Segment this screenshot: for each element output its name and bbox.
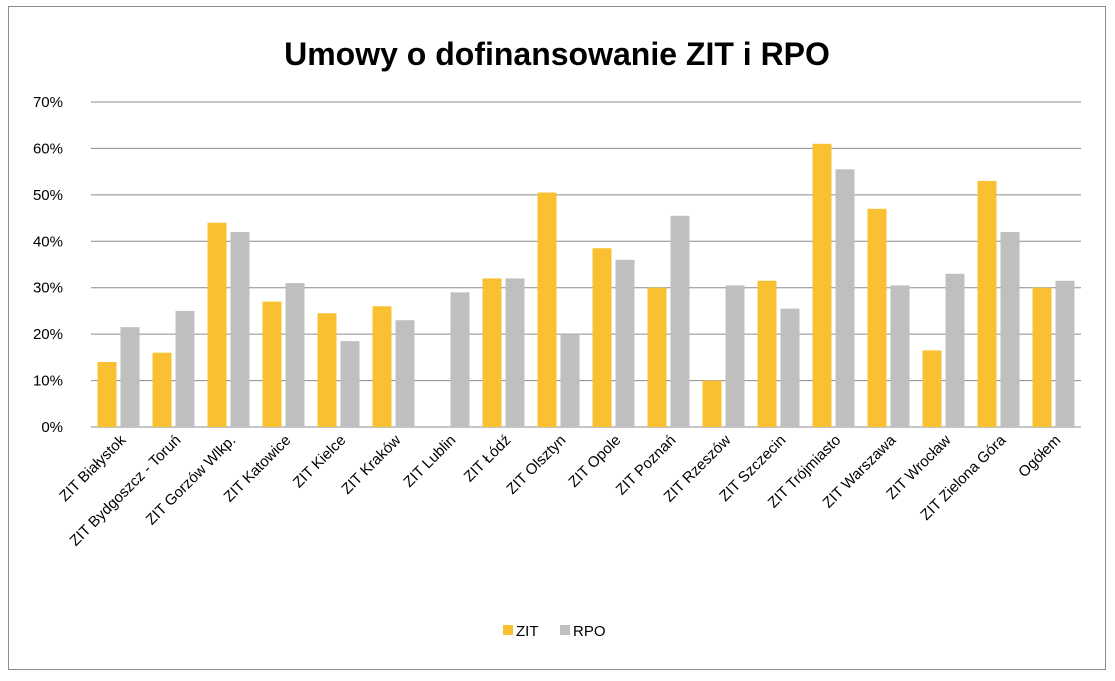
bar-zit [537,192,557,427]
legend-swatch-zit [503,625,513,635]
x-tick-label: ZIT Olsztyn [503,432,569,498]
y-tick-label: 40% [33,233,63,250]
bar-zit [922,350,942,427]
bar-zit [97,362,117,427]
bar-rpo [1055,280,1075,427]
bar-rpo [1000,232,1020,427]
bar-rpo [450,292,470,427]
bar-rpo [120,327,140,427]
y-axis-ticks: 0% 10% 20% 30% 40% 50% 60% 70% [33,94,63,436]
y-tick-label: 70% [33,94,63,111]
bar-rpo [340,341,360,427]
y-tick-label: 20% [33,326,63,343]
y-tick-label: 50% [33,187,63,204]
bar-rpo [890,285,910,427]
x-tick-label: ZIT Opole [565,432,624,491]
bar-rpo [285,283,305,427]
y-tick-label: 60% [33,140,63,157]
bar-rpo [945,273,965,427]
gridlines [91,101,1081,428]
bar-zit [317,313,337,427]
chart-frame: Umowy o dofinansowanie ZIT i RPO 0% 10% 20… [8,6,1106,670]
x-tick-label: ZIT Bydgoszcz - Toruń [67,432,185,550]
bar-zit [372,306,392,427]
bar-zit [592,248,612,427]
bar-zit [207,222,227,427]
x-tick-label: Ogółem [1015,432,1064,481]
bar-rpo [395,320,415,427]
bar-rpo [670,215,690,427]
legend-label-rpo: RPO [573,623,606,640]
bar-zit [757,280,777,427]
bar-zit [647,287,667,427]
bar-rpo [725,285,745,427]
legend: ZIT RPO [503,623,606,640]
bar-zit [702,380,722,427]
x-tick-label: ZIT Kraków [338,432,404,498]
bar-chart: Umowy o dofinansowanie ZIT i RPO 0% 10% 20… [33,36,1081,640]
x-tick-label: ZIT Łódź [461,432,515,486]
bar-rpo [560,334,580,427]
x-tick-label: ZIT Lublin [400,432,459,491]
bar-zit [977,180,997,427]
bar-rpo [505,278,525,427]
bar-zit [1032,287,1052,427]
bar-zit [262,301,282,427]
bar-zit [152,352,172,427]
legend-label-zit: ZIT [516,623,539,640]
chart-title: Umowy o dofinansowanie ZIT i RPO [284,36,830,72]
bar-rpo [835,169,855,428]
y-tick-label: 0% [41,419,63,436]
legend-swatch-rpo [560,625,570,635]
bar-rpo [230,232,250,427]
bar-rpo [780,308,800,427]
bar-zit [812,143,832,428]
y-tick-label: 10% [33,373,63,390]
y-tick-label: 30% [33,280,63,297]
bar-rpo [615,259,635,427]
bar-zit [867,208,887,427]
bar-zit [482,278,502,427]
bar-rpo [175,310,195,427]
bars [97,143,1075,428]
